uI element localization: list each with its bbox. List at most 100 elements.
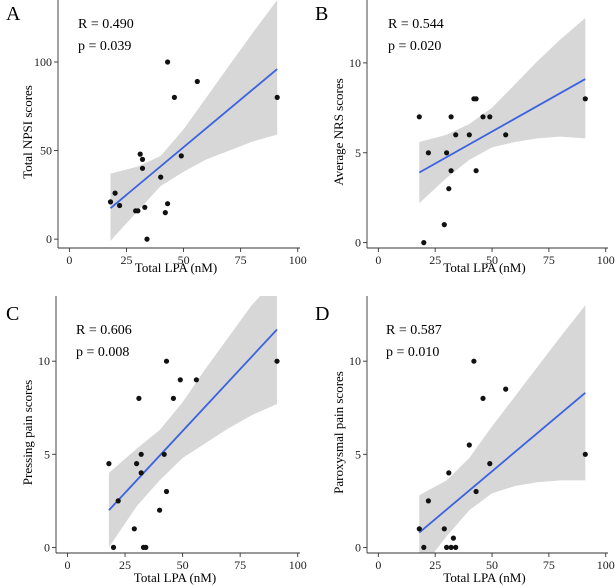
data-point — [503, 132, 509, 138]
panel-letter: A — [6, 3, 21, 25]
x-axis-label: Total LPA (nM) — [135, 260, 217, 275]
y-tick-label: 0 — [44, 540, 50, 554]
data-point — [142, 204, 148, 210]
x-tick-label: 50 — [177, 558, 189, 572]
data-point — [453, 544, 459, 551]
panel-letter: D — [315, 303, 329, 325]
data-point — [450, 535, 456, 541]
data-point — [107, 199, 114, 205]
y-axis-label: Paroxysmal pain scores — [331, 371, 346, 494]
data-point — [473, 96, 479, 102]
confidence-band — [419, 18, 586, 204]
p-value: p = 0.008 — [76, 345, 129, 360]
r-value: R = 0.490 — [78, 17, 134, 32]
y-tick-label: 100 — [34, 55, 52, 69]
x-tick-label: 0 — [65, 558, 71, 572]
data-point — [441, 526, 447, 532]
y-tick-label: 10 — [349, 354, 361, 368]
x-axis-label: Total LPA (nM) — [443, 570, 525, 585]
y-tick-label: 0 — [46, 232, 52, 246]
data-point — [416, 114, 422, 120]
data-point — [421, 240, 427, 246]
plot-area — [107, 0, 280, 242]
x-tick-label: 100 — [289, 253, 307, 267]
x-tick-label: 50 — [486, 558, 498, 572]
data-point — [444, 150, 450, 156]
y-tick-label: 5 — [355, 447, 361, 461]
data-point — [170, 395, 176, 401]
panel-b: 0 25 50 75 100 0 5 10 Total LPA (nM) Average NRS … — [315, 0, 615, 275]
data-point — [425, 498, 431, 504]
data-point — [446, 186, 452, 192]
x-tick-label: 100 — [597, 558, 615, 572]
p-value: p = 0.039 — [78, 39, 131, 54]
x-tick-label: 100 — [597, 253, 615, 267]
data-point — [473, 168, 479, 174]
data-point — [117, 202, 123, 209]
regression-line — [109, 68, 278, 209]
regression-line — [108, 328, 278, 511]
y-tick-label: 5 — [44, 447, 50, 461]
data-point — [136, 395, 142, 401]
data-point — [162, 210, 168, 216]
data-point — [448, 544, 454, 551]
data-point — [163, 358, 170, 364]
x-tick-label: 75 — [543, 253, 555, 267]
data-point — [425, 150, 431, 156]
data-point — [158, 174, 164, 180]
y-axis-label: Pressing pain scores — [20, 380, 35, 485]
x-tick-label: 0 — [66, 253, 72, 267]
data-point — [466, 442, 472, 448]
data-point — [157, 507, 163, 513]
data-point — [165, 201, 171, 207]
regression-line — [418, 78, 586, 174]
data-point — [139, 165, 146, 171]
confidence-band — [110, 0, 278, 241]
r-value: R = 0.606 — [76, 323, 132, 338]
data-point — [480, 114, 486, 120]
data-point — [194, 78, 200, 85]
y-tick-label: 0 — [355, 540, 361, 554]
data-point — [487, 461, 493, 467]
data-point — [453, 132, 459, 138]
data-point — [480, 395, 486, 401]
x-tick-label: 25 — [429, 558, 441, 572]
x-tick-label: 50 — [486, 253, 498, 267]
r-value: R = 0.587 — [386, 323, 442, 338]
x-tick-label: 75 — [234, 558, 246, 572]
data-point — [161, 451, 167, 457]
x-axis-label: Total LPA (nM) — [443, 260, 525, 275]
data-point — [441, 222, 447, 228]
panel-a: 0 25 50 75 100 0 50 100 Total LPA (nM) Total NPSI… — [6, 0, 307, 275]
data-point — [137, 151, 143, 157]
confidence-band — [108, 296, 277, 548]
data-point — [171, 94, 177, 100]
y-tick-label: 50 — [40, 144, 52, 158]
plot-area — [416, 18, 588, 246]
x-axis-label: Total LPA (nM) — [134, 570, 216, 585]
x-tick-label: 75 — [235, 253, 247, 267]
data-point — [131, 526, 137, 532]
data-point — [139, 156, 146, 162]
data-point — [582, 451, 588, 457]
data-point — [143, 544, 149, 551]
data-point — [106, 461, 112, 467]
data-point — [110, 544, 117, 551]
data-point — [582, 96, 588, 102]
data-point — [177, 377, 183, 383]
r-value: R = 0.544 — [388, 17, 444, 32]
y-tick-label: 10 — [38, 354, 50, 368]
x-tick-label: 25 — [119, 558, 131, 572]
data-point — [178, 153, 184, 159]
data-point — [448, 114, 454, 120]
x-tick-label: 75 — [543, 558, 555, 572]
plot-area — [416, 305, 588, 553]
data-point — [416, 526, 422, 532]
regression-line — [418, 392, 586, 534]
data-point — [448, 168, 454, 174]
p-value: p = 0.010 — [386, 345, 439, 360]
data-point — [115, 498, 121, 504]
data-point — [446, 470, 452, 476]
data-point — [274, 358, 280, 364]
